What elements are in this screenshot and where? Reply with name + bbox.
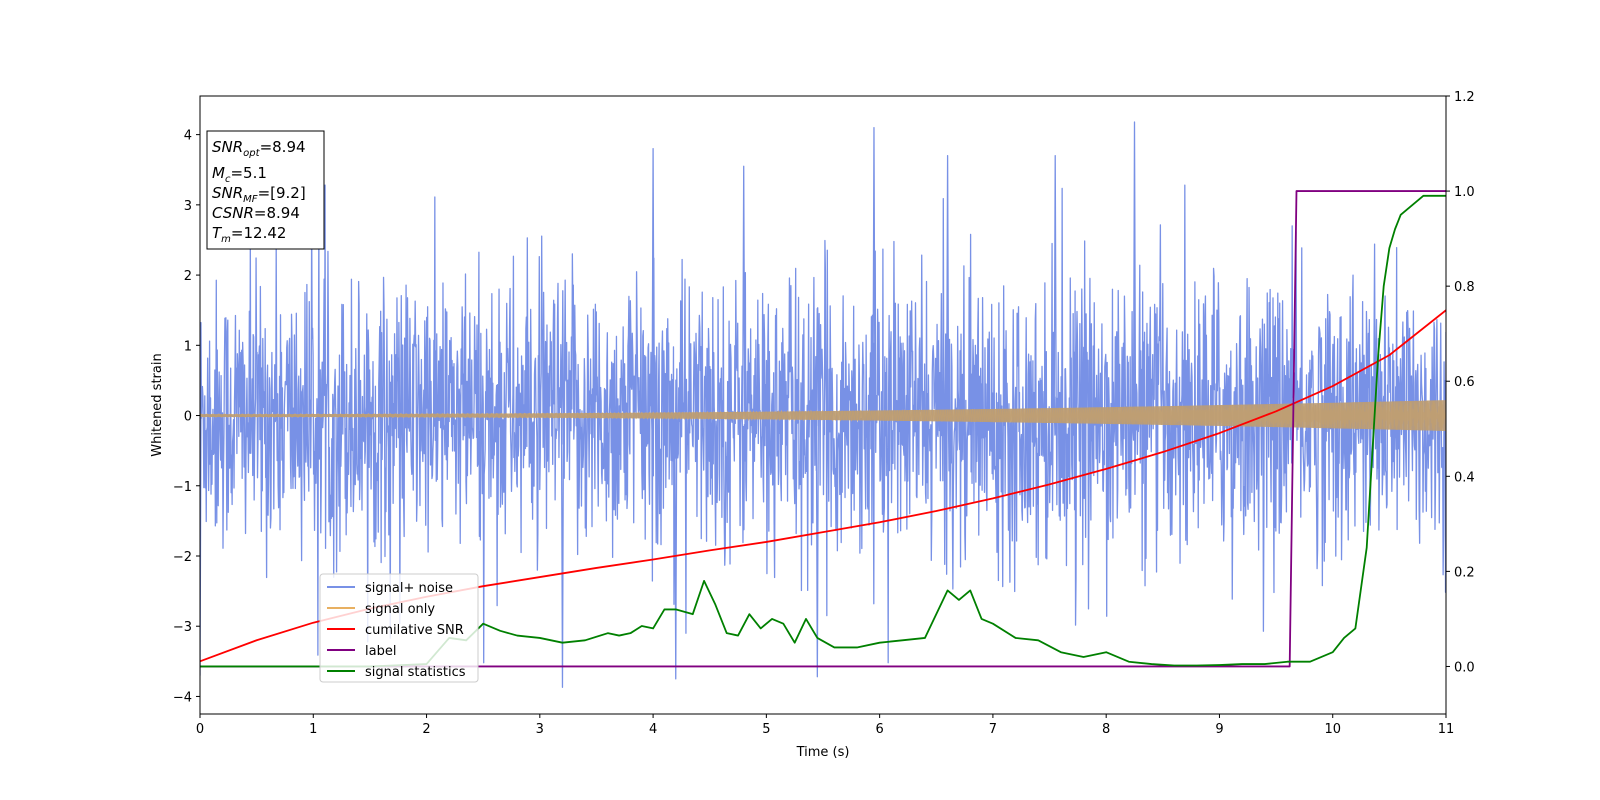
y-axis-label: Whitened strain <box>150 353 165 456</box>
y-left-tick-label: −4 <box>173 690 192 705</box>
x-axis-label: Time (s) <box>796 745 850 760</box>
x-tick-label: 10 <box>1324 722 1341 737</box>
legend-label: cumilative SNR <box>365 623 464 638</box>
x-tick-label: 6 <box>875 722 883 737</box>
legend-entry: signal statistics <box>327 665 466 680</box>
legend-entry: signal only <box>327 602 435 617</box>
y-right-tick-label: 0.8 <box>1454 280 1475 295</box>
y-right-tick-label: 0.6 <box>1454 375 1475 390</box>
info-mc: Mc=5.1 <box>212 164 267 185</box>
x-tick-label: 0 <box>196 722 204 737</box>
info-box-frame <box>206 130 325 250</box>
x-tick-label: 9 <box>1215 722 1223 737</box>
y-right-tick-label: 1.0 <box>1454 185 1475 200</box>
info-csnr: CSNR=8.94 <box>212 204 300 222</box>
x-tick-label: 2 <box>422 722 430 737</box>
legend-entry: label <box>327 644 396 659</box>
y-right-tick-label: 0.2 <box>1454 565 1475 580</box>
x-tick-label: 1 <box>309 722 317 737</box>
legend-entry: cumilative SNR <box>327 623 464 638</box>
y-left-tick-label: −1 <box>173 480 192 495</box>
y-left-tick-label: 4 <box>184 129 192 144</box>
plot-area <box>200 121 1446 688</box>
x-axis: 0 1 2 3 4 5 6 7 8 9 10 11 <box>196 714 1454 737</box>
legend-label: signal+ noise <box>365 581 453 596</box>
x-tick-label: 8 <box>1102 722 1110 737</box>
y-left-tick-label: 3 <box>184 199 192 214</box>
legend-frame <box>319 573 479 683</box>
series-signal-only-envelope <box>200 400 1446 431</box>
y-left-tick-label: 2 <box>184 269 192 284</box>
y-left-tick-label: 0 <box>184 410 192 425</box>
x-tick-label: 4 <box>649 722 657 737</box>
x-tick-label: 5 <box>762 722 770 737</box>
info-snr-mf: SNRMF=[9.2] <box>212 184 306 205</box>
x-tick-label: 7 <box>989 722 997 737</box>
y-right-tick-label: 1.2 <box>1454 90 1475 105</box>
y-left-tick-label: −2 <box>173 550 192 565</box>
y-left-tick-label: −3 <box>173 620 192 635</box>
y-right-tick-label: 0.4 <box>1454 470 1475 485</box>
info-box: SNRopt=8.94 Mc=5.1 SNRMF=[9.2] CSNR=8.94… <box>206 130 325 250</box>
x-tick-label: 11 <box>1438 722 1455 737</box>
y-axis-right: 0.0 0.2 0.4 0.6 0.8 1.0 1.2 <box>1446 90 1475 675</box>
plot-frame <box>199 95 1447 715</box>
info-tm: Tm=12.42 <box>212 224 286 245</box>
info-snr-opt: SNRopt=8.94 <box>212 138 306 159</box>
series-label-line <box>200 190 1446 668</box>
y-right-tick-label: 0.0 <box>1454 660 1475 675</box>
legend-entry: signal+ noise <box>327 581 453 596</box>
legend: signal+ noise signal only cumilative SNR la… <box>319 573 479 683</box>
y-left-tick-label: 1 <box>184 339 192 354</box>
legend-label: label <box>365 644 396 659</box>
y-axis-left: −4 −3 −2 −1 0 1 2 3 4 <box>173 129 200 705</box>
series-signal-statistics-line <box>200 194 1446 668</box>
legend-label: signal statistics <box>365 665 466 680</box>
series-signal-noise-line <box>200 121 1446 688</box>
legend-label: signal only <box>365 602 435 617</box>
x-tick-label: 3 <box>536 722 544 737</box>
